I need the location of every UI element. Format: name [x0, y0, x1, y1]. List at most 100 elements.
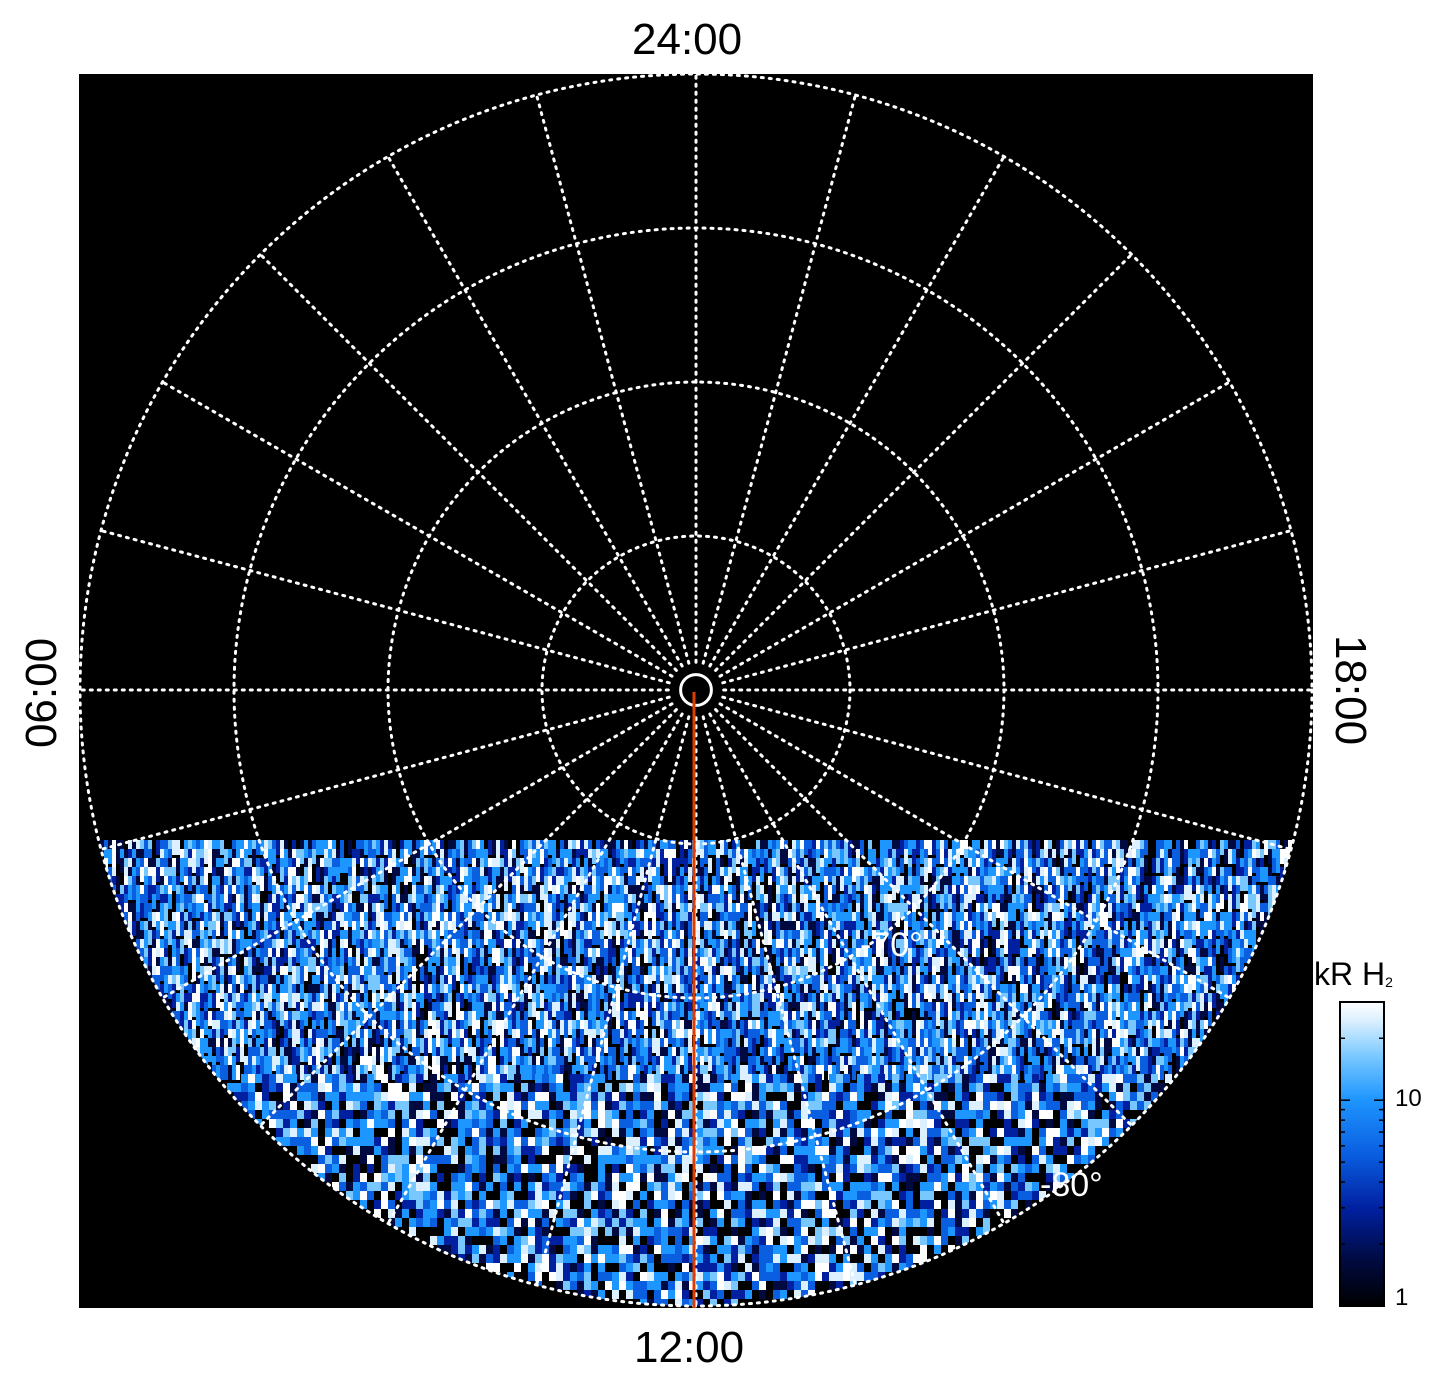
emission-cell — [688, 885, 692, 900]
emission-cell — [1036, 912, 1040, 927]
emission-cell — [412, 948, 416, 963]
emission-cell — [220, 966, 224, 981]
emission-cell — [1052, 939, 1056, 954]
emission-cell — [168, 840, 172, 855]
emission-cell — [1072, 993, 1076, 1008]
emission-cell — [312, 840, 316, 855]
emission-cell — [736, 939, 740, 954]
emission-cell — [1188, 930, 1192, 945]
emission-cell — [660, 1038, 664, 1053]
emission-cell — [708, 1029, 712, 1044]
emission-cell — [432, 966, 436, 981]
emission-cell — [264, 858, 268, 873]
emission-cell — [1192, 975, 1196, 990]
emission-cell — [500, 921, 504, 936]
emission-cell — [1108, 930, 1112, 945]
emission-cell — [232, 1029, 236, 1044]
emission-cell — [228, 849, 232, 864]
emission-cell — [276, 939, 280, 954]
emission-cell — [1124, 957, 1128, 972]
emission-cell — [460, 912, 464, 927]
emission-cell — [328, 1038, 332, 1053]
emission-cell — [560, 912, 564, 927]
emission-cell — [1128, 993, 1132, 1008]
emission-cell — [1172, 948, 1176, 963]
emission-cell — [792, 1020, 796, 1035]
emission-cell — [972, 867, 976, 882]
emission-cell — [728, 939, 732, 954]
emission-cell — [788, 939, 792, 954]
emission-cell — [252, 975, 256, 990]
emission-cell — [408, 894, 412, 909]
emission-cell — [200, 1038, 204, 1053]
emission-cell — [1196, 876, 1200, 891]
emission-cell — [468, 903, 472, 918]
emission-cell — [172, 966, 176, 981]
emission-cell — [168, 858, 172, 873]
emission-cell — [644, 1002, 648, 1017]
emission-cell — [832, 975, 836, 990]
emission-cell — [156, 903, 160, 918]
emission-cell — [1176, 1002, 1180, 1017]
emission-cell — [964, 957, 968, 972]
emission-cell — [384, 885, 388, 900]
emission-cell — [456, 840, 460, 855]
emission-cell — [1044, 894, 1048, 909]
emission-cell — [808, 1020, 812, 1035]
emission-cell — [1244, 903, 1248, 918]
emission-cell — [1036, 1020, 1040, 1035]
emission-cell — [236, 867, 240, 882]
emission-cell — [704, 894, 708, 909]
emission-cell — [1048, 1029, 1052, 1044]
emission-cell — [996, 840, 1000, 855]
emission-cell — [504, 858, 508, 873]
emission-cell — [600, 1029, 604, 1044]
emission-cell — [708, 975, 712, 990]
emission-cell — [484, 858, 488, 873]
emission-cell — [1028, 993, 1032, 1008]
emission-cell — [856, 858, 860, 873]
emission-cell — [252, 867, 256, 882]
emission-cell — [372, 912, 376, 927]
emission-cell — [1212, 966, 1216, 981]
emission-cell — [648, 948, 652, 963]
emission-cell — [488, 1029, 492, 1044]
emission-cell — [196, 1038, 200, 1053]
emission-cell — [1120, 957, 1124, 972]
emission-cell — [372, 885, 376, 900]
emission-cell — [588, 930, 592, 945]
emission-cell — [732, 930, 736, 945]
emission-cell — [436, 1002, 440, 1017]
emission-cell — [632, 957, 636, 972]
emission-cell — [228, 858, 232, 873]
emission-cell — [700, 966, 704, 981]
emission-cell — [908, 975, 912, 990]
emission-cell — [724, 957, 728, 972]
emission-cell — [1052, 948, 1056, 963]
emission-cell — [972, 939, 976, 954]
emission-cell — [488, 966, 492, 981]
emission-cell — [392, 957, 396, 972]
emission-cell — [864, 876, 868, 891]
emission-cell — [788, 849, 792, 864]
emission-cell — [328, 903, 332, 918]
emission-cell — [1176, 975, 1180, 990]
emission-cell — [372, 975, 376, 990]
emission-cell — [544, 867, 548, 882]
emission-cell — [732, 966, 736, 981]
emission-cell — [224, 1011, 228, 1026]
emission-cell — [724, 840, 728, 855]
emission-cell — [1024, 1020, 1028, 1035]
emission-cell — [944, 957, 948, 972]
emission-cell — [1156, 984, 1160, 999]
emission-cell — [840, 975, 844, 990]
emission-cell — [180, 849, 184, 864]
emission-cell — [240, 993, 244, 1008]
emission-cell — [688, 930, 692, 945]
emission-cell — [1020, 849, 1024, 864]
emission-cell — [1116, 849, 1120, 864]
emission-cell — [920, 1029, 924, 1044]
emission-cell — [336, 858, 340, 873]
emission-cell — [456, 957, 460, 972]
emission-cell — [1088, 912, 1092, 927]
